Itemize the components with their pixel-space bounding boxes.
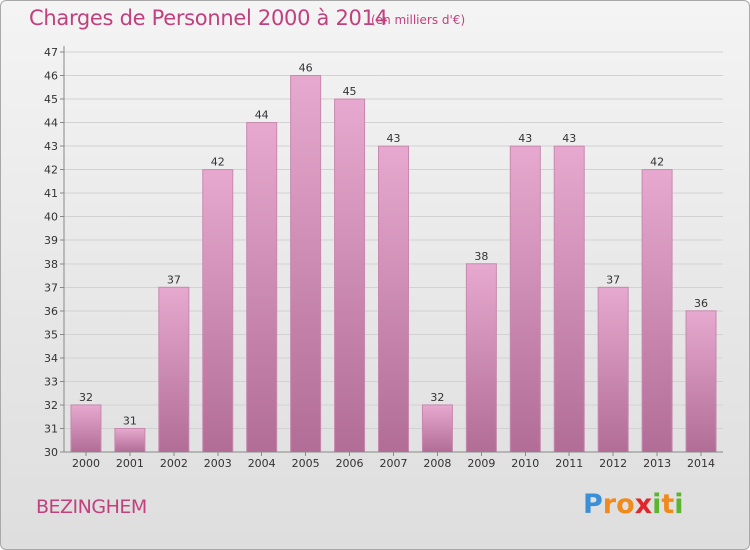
y-tick-label: 38 xyxy=(44,258,58,271)
data-label: 43 xyxy=(387,132,401,145)
bar xyxy=(290,75,322,453)
x-tick-label: 2011 xyxy=(555,457,583,470)
data-label: 32 xyxy=(79,391,93,404)
x-axis: 2000 2001 2002 2003 2004 2005 2006 2007 2008 2009… xyxy=(64,451,723,470)
logo-letter: i xyxy=(674,489,684,520)
y-tick-label: 37 xyxy=(44,281,58,294)
y-tick-label: 33 xyxy=(44,375,58,388)
y-tick-label: 46 xyxy=(44,70,58,83)
bar xyxy=(246,122,278,453)
bar xyxy=(334,98,366,453)
data-label: 38 xyxy=(474,250,488,263)
x-tick-label: 2002 xyxy=(160,457,188,470)
x-tick-label: 2000 xyxy=(72,457,100,470)
y-tick-label: 41 xyxy=(44,187,58,200)
y-tick-label: 34 xyxy=(44,352,58,365)
y-tick-label: 39 xyxy=(44,234,58,247)
y-tick-label: 30 xyxy=(44,446,58,459)
bar xyxy=(202,169,234,453)
bar xyxy=(509,145,541,453)
bar xyxy=(685,310,717,453)
data-labels: 32 31 37 42 44 46 45 43 32 38 43 43 37 42 36 xyxy=(79,62,708,428)
y-tick-label: 35 xyxy=(44,328,58,341)
x-tick-label: 2014 xyxy=(687,457,715,470)
bar xyxy=(465,263,497,453)
logo-letter: i xyxy=(652,489,662,520)
x-tick-label: 2003 xyxy=(204,457,232,470)
y-tick-label: 36 xyxy=(44,305,58,318)
y-tick-label: 40 xyxy=(44,211,58,224)
bar xyxy=(114,427,146,453)
y-tick-label: 31 xyxy=(44,422,58,435)
data-label: 31 xyxy=(123,414,137,427)
bar xyxy=(158,286,190,453)
y-tick-label: 43 xyxy=(44,140,58,153)
y-tick-label: 42 xyxy=(44,164,58,177)
y-axis: 30 31 32 33 34 35 36 37 38 39 40 41 42 43 44 45 46 47 xyxy=(44,46,65,459)
bar xyxy=(641,169,673,453)
logo-letter: x xyxy=(634,489,653,520)
data-label: 43 xyxy=(518,132,532,145)
logo-letter: P xyxy=(583,489,603,520)
data-label: 37 xyxy=(167,273,181,286)
commune-name: BEZINGHEM xyxy=(36,496,147,518)
logo-letter: t xyxy=(661,489,675,520)
bar xyxy=(553,145,585,453)
logo-letter: r xyxy=(602,489,617,520)
x-tick-label: 2007 xyxy=(380,457,408,470)
x-tick-label: 2004 xyxy=(248,457,276,470)
data-label: 42 xyxy=(211,156,225,169)
x-tick-label: 2005 xyxy=(292,457,320,470)
chart-title: Charges de Personnel 2000 à 2014 xyxy=(29,6,388,30)
data-label: 32 xyxy=(430,391,444,404)
x-tick-label: 2013 xyxy=(643,457,671,470)
bar xyxy=(378,145,409,453)
bar xyxy=(421,404,453,453)
y-tick-label: 47 xyxy=(44,46,58,59)
bars xyxy=(70,75,717,453)
data-label: 46 xyxy=(299,62,313,75)
x-tick-label: 2001 xyxy=(116,457,144,470)
data-label: 37 xyxy=(606,273,620,286)
bar xyxy=(70,404,102,453)
x-tick-label: 2006 xyxy=(336,457,364,470)
y-tick-label: 32 xyxy=(44,399,58,412)
x-tick-label: 2008 xyxy=(423,457,451,470)
proxiti-logo[interactable]: Proxiti xyxy=(583,489,684,520)
data-label: 43 xyxy=(562,132,576,145)
x-tick-label: 2009 xyxy=(467,457,495,470)
data-label: 36 xyxy=(694,297,708,310)
logo-letter: o xyxy=(616,489,635,520)
data-label: 42 xyxy=(650,156,664,169)
data-label: 44 xyxy=(255,109,269,122)
bar xyxy=(597,286,629,453)
x-tick-label: 2010 xyxy=(511,457,539,470)
y-tick-label: 45 xyxy=(44,93,58,106)
y-tick-label: 44 xyxy=(44,117,58,130)
chart-unit: (en milliers d'€) xyxy=(371,13,466,27)
x-tick-label: 2012 xyxy=(599,457,627,470)
data-label: 45 xyxy=(343,85,357,98)
